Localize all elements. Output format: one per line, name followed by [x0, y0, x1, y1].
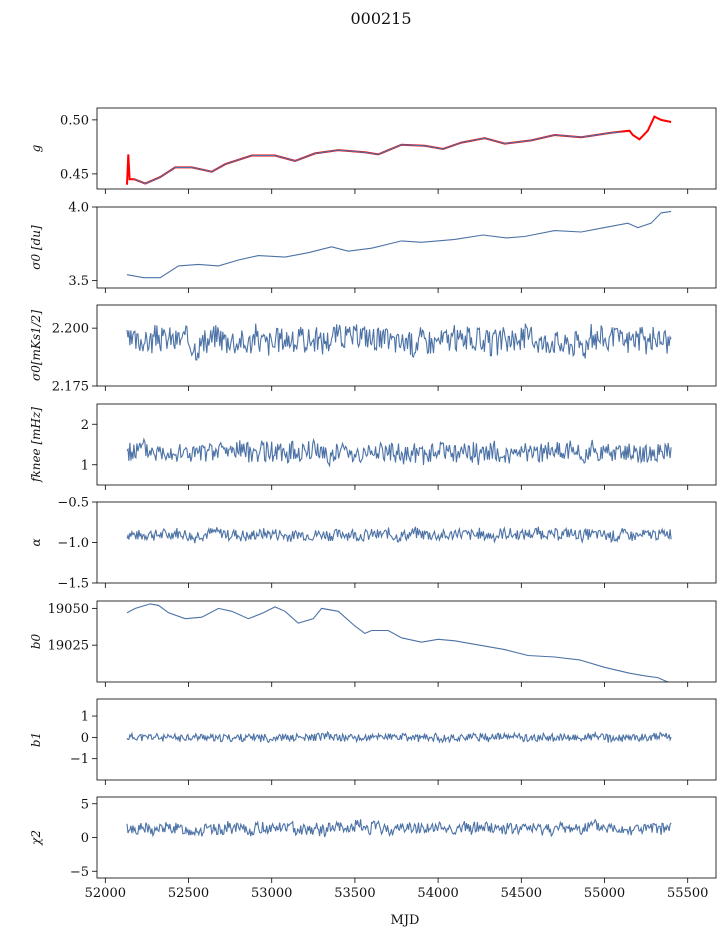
panel-frame [96, 501, 717, 584]
y-tick-label: −1.5 [57, 577, 89, 592]
y-tick-label: 0 [81, 731, 89, 746]
y-tick-label: −0.5 [57, 496, 89, 511]
panel-frame [96, 403, 717, 486]
series-line-4-1 [126, 437, 672, 468]
panel-4: 1 2 fknee [mHz] [29, 403, 717, 490]
y-tick-label: 19025 [48, 639, 89, 654]
y-tick-label: 0.45 [60, 167, 89, 182]
panel-frame [96, 698, 717, 781]
panel-3: 2.175 2.200 σ0[mKs1/2] [29, 304, 717, 395]
y-tick-label: 4.0 [68, 201, 89, 216]
x-tick-label: 54500 [501, 886, 542, 901]
y-axis-label: g [29, 144, 43, 152]
x-tick-label: 52500 [168, 886, 209, 901]
x-axis-label: MJD [391, 913, 420, 928]
y-tick-label: −1 [70, 752, 89, 767]
panel-7: −1 0 1 b1 [29, 698, 717, 785]
series-line-6-1 [126, 603, 670, 682]
series-line-2-1 [126, 210, 672, 279]
series-line-3-1 [126, 323, 672, 361]
y-tick-label: −5 [70, 865, 89, 880]
y-tick-label: 0.50 [60, 113, 89, 128]
y-tick-label: 1 [81, 458, 89, 473]
x-tick-label: 55000 [584, 886, 625, 901]
panel-frame [96, 796, 717, 879]
y-tick-label: −1.0 [57, 536, 89, 551]
y-tick-label: 3.5 [68, 274, 89, 289]
panel-8: −5 0 5 52000 52500 53000 53500 54000 54500 55000 5… [29, 796, 717, 901]
panels: 0.45 0.50 g 3.5 4.0 σ0 [du] 2.175 2.200 σ0[mKs1/… [29, 107, 717, 901]
y-tick-label: 1 [81, 710, 89, 725]
y-tick-label: 2.200 [52, 322, 89, 337]
y-axis-label: fknee [mHz] [29, 407, 43, 483]
series-line-1-1 [126, 115, 672, 185]
y-tick-label: 5 [81, 797, 89, 812]
y-tick-label: 19050 [48, 602, 89, 617]
panel-frame [96, 304, 717, 387]
series-line-5-1 [126, 525, 672, 544]
panel-frame [96, 107, 717, 190]
x-tick-label: 53000 [251, 886, 292, 901]
x-tick-label: 52000 [85, 886, 126, 901]
x-tick-label: 53500 [334, 886, 375, 901]
panel-6: 19025 19050 b0 [29, 600, 717, 687]
y-axis-label: χ2 [29, 830, 43, 846]
figure-title: 000215 [350, 9, 411, 28]
y-axis-label: σ0 [du] [29, 225, 43, 270]
series-line-1-2 [134, 131, 622, 185]
panel-2: 3.5 4.0 σ0 [du] [29, 201, 717, 293]
series-line-8-1 [126, 818, 672, 838]
panel-frame [96, 206, 717, 289]
panel-1: 0.45 0.50 g [29, 107, 717, 194]
y-axis-label: σ0[mKs1/2] [29, 310, 43, 381]
panel-5: −1.5 −1.0 −0.5 α [29, 496, 717, 592]
y-tick-label: 2 [81, 418, 89, 433]
y-axis-label: α [29, 538, 43, 546]
x-tick-label: 55500 [667, 886, 708, 901]
y-tick-label: 0 [81, 831, 89, 846]
y-axis-label: b1 [29, 732, 43, 747]
x-tick-label: 54000 [417, 886, 458, 901]
y-axis-label: b0 [29, 633, 43, 649]
panel-frame [96, 600, 717, 683]
y-tick-label: 2.175 [52, 380, 89, 395]
series-line-7-1 [126, 730, 672, 744]
